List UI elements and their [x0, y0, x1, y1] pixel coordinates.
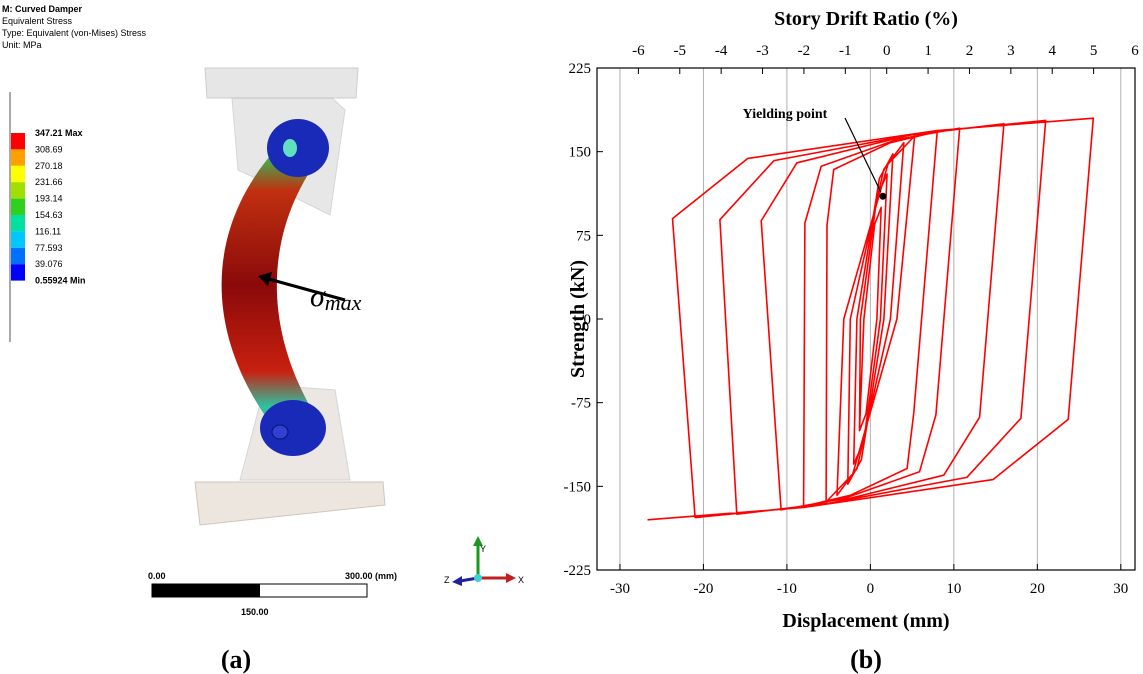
stress-legend: 347.21 Max 308.69 270.18 231.66 193.14 154.63… — [11, 128, 86, 286]
y-tick-label: 150 — [569, 145, 592, 161]
legend-label: 77.593 — [35, 243, 63, 253]
x-tick-label: 10 — [946, 581, 961, 597]
stress-symbol: σ — [310, 280, 326, 313]
legend-label: 193.14 — [35, 194, 63, 204]
x2-tick-label: 5 — [1090, 43, 1098, 59]
scale-end: 300.00 (mm) — [345, 571, 397, 581]
scale-mid: 150.00 — [241, 607, 269, 617]
x-tick-label: -30 — [610, 581, 630, 597]
fea-title: M: Curved Damper — [2, 4, 83, 14]
y-tick-label: 0 — [584, 312, 592, 328]
legend-label: 154.63 — [35, 210, 63, 220]
fea-unit: Unit: MPa — [2, 40, 42, 50]
caption-a: (a) — [221, 645, 251, 674]
plot-frame — [596, 67, 1136, 571]
x2-tick-label: -1 — [839, 43, 852, 59]
x-tick-label: -20 — [693, 581, 713, 597]
legend-swatch — [11, 215, 25, 232]
y-axis-label: Strength (kN) — [567, 260, 589, 378]
legend-label: 231.66 — [35, 177, 63, 187]
scale-start: 0.00 — [148, 571, 166, 581]
x-tick-label: 0 — [867, 581, 875, 597]
hysteresis-curve — [647, 117, 1095, 521]
legend-label: 39.076 — [35, 259, 63, 269]
y-tick-label: -225 — [564, 563, 592, 579]
x2-tick-label: 4 — [1048, 43, 1056, 59]
scale-bar-fill — [152, 584, 260, 597]
axis-x-label: X — [518, 575, 524, 585]
yield-point — [879, 192, 887, 200]
fea-model — [194, 67, 386, 526]
fea-type: Type: Equivalent (von-Mises) Stress — [2, 28, 147, 38]
y-tick-label: -75 — [571, 396, 591, 412]
legend-swatch — [11, 247, 25, 265]
axis-z-label: Z — [444, 575, 450, 585]
legend-swatch — [11, 231, 25, 248]
x2-tick-label: -2 — [798, 43, 811, 59]
x-tick-label: -10 — [777, 581, 797, 597]
plot: -30 -20 -10 0 10 20 30-6 -5 -4 -3 -2 -1 0 1 2 3 4 5 6-225-… — [564, 43, 1140, 597]
legend-label: 270.18 — [35, 161, 63, 171]
legend-label: 116.11 — [35, 226, 61, 236]
x2-tick-label: 0 — [883, 43, 891, 59]
fea-result: Equivalent Stress — [2, 16, 73, 26]
x-tick-label: 20 — [1030, 581, 1045, 597]
x2-tick-label: 1 — [924, 43, 932, 59]
x2-tick-label: -4 — [715, 43, 728, 59]
annotation-arrow — [844, 117, 882, 193]
x2-tick-label: -5 — [674, 43, 687, 59]
x2-axis-label: Story Drift Ratio (%) — [774, 8, 958, 30]
axis-triad — [452, 536, 516, 586]
legend-label: 308.69 — [35, 144, 63, 154]
legend-label: 347.21 Max — [35, 128, 83, 138]
x2-tick-label: 6 — [1131, 43, 1139, 59]
y-tick-label: 225 — [569, 61, 592, 77]
stress-subscript: max — [325, 290, 362, 315]
x-axis-label: Displacement (mm) — [782, 610, 949, 632]
caption-b: (b) — [850, 645, 882, 674]
legend-swatch — [11, 149, 25, 166]
x-tick-label: 30 — [1113, 581, 1128, 597]
legend-swatch — [11, 182, 25, 199]
y-tick-label: 75 — [576, 228, 591, 244]
x2-tick-label: -3 — [756, 43, 769, 59]
axis-y-label: Y — [480, 544, 486, 554]
legend-swatch — [11, 264, 25, 281]
x2-tick-label: -6 — [632, 43, 645, 59]
legend-label: 0.55924 Min — [35, 276, 86, 286]
legend-swatch — [11, 165, 25, 183]
x2-tick-label: 2 — [966, 43, 974, 59]
annotation: Yielding point — [743, 107, 828, 122]
stress-label: σmax — [310, 280, 362, 315]
y-tick-label: -150 — [564, 479, 592, 495]
legend-swatch — [11, 133, 25, 150]
legend-swatch — [11, 198, 25, 215]
x2-tick-label: 3 — [1007, 43, 1015, 59]
